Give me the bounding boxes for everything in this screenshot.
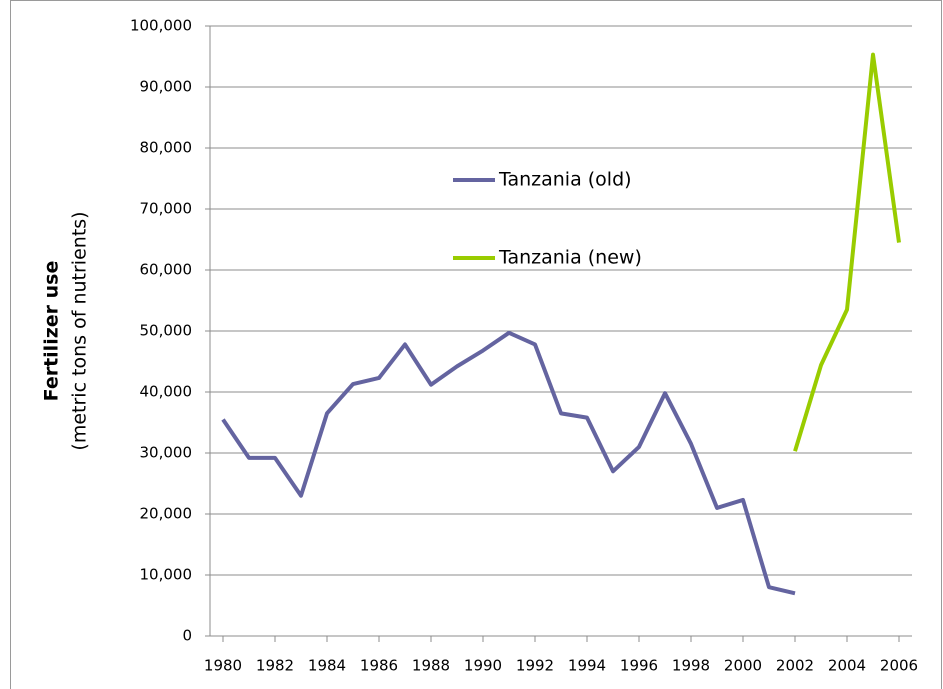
legend-label: Tanzania (old) <box>498 169 632 191</box>
y-tick-label: 20,000 <box>140 505 193 523</box>
y-tick-label: 60,000 <box>140 261 193 279</box>
x-tick-label: 2002 <box>776 657 814 675</box>
chart-frame <box>10 0 942 689</box>
y-tick-label: 30,000 <box>140 444 193 462</box>
y-tick-label: 70,000 <box>140 200 193 218</box>
x-tick-label: 2004 <box>828 657 866 675</box>
x-tick-label: 1988 <box>412 657 450 675</box>
x-tick-label: 2006 <box>880 657 918 675</box>
x-tick-label: 1998 <box>672 657 710 675</box>
y-tick-label: 90,000 <box>140 78 193 96</box>
x-tick-label: 1992 <box>516 657 554 675</box>
y-tick-label: 0 <box>182 627 192 645</box>
series-line <box>221 330 796 596</box>
x-tick-label: 1990 <box>464 657 502 675</box>
y-tick-label: 100,000 <box>130 17 192 35</box>
x-tick-label: 1996 <box>620 657 658 675</box>
y-tick-label: 80,000 <box>140 139 193 157</box>
y-axis-subtitle: (metric tons of nutrients) <box>69 211 91 450</box>
x-tick-label: 1994 <box>568 657 606 675</box>
x-tick-label: 1984 <box>308 657 346 675</box>
x-tick-label: 1982 <box>256 657 294 675</box>
y-tick-label: 50,000 <box>140 322 193 340</box>
series-line <box>793 52 901 452</box>
y-axis-title: Fertilizer use <box>41 261 63 402</box>
x-tick-label: 2000 <box>724 657 762 675</box>
legend-label: Tanzania (new) <box>498 247 642 269</box>
y-tick-label: 10,000 <box>140 566 193 584</box>
x-tick-label: 1986 <box>360 657 398 675</box>
x-tick-label: 1980 <box>204 657 242 675</box>
y-tick-label: 40,000 <box>140 383 193 401</box>
